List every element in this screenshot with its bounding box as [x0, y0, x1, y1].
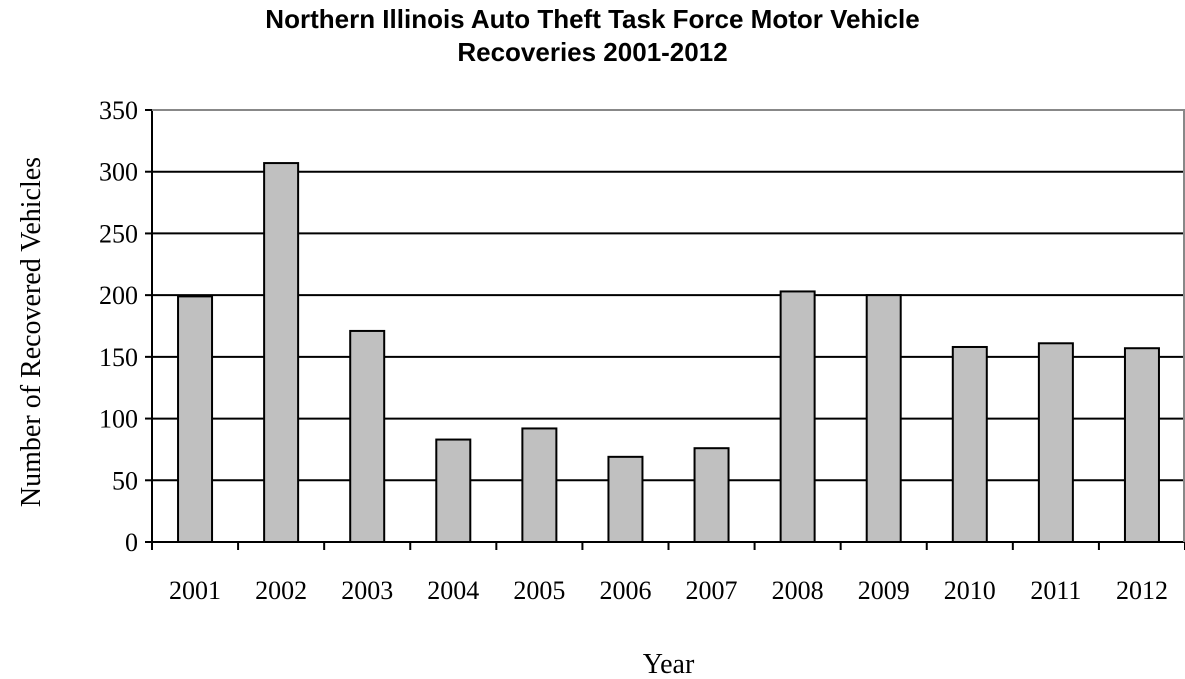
y-tick-label: 50	[112, 466, 138, 495]
bar-2003	[349, 329, 386, 543]
gridlines	[152, 109, 1185, 482]
x-tick-label: 2006	[599, 576, 651, 605]
x-tick-label: 2009	[858, 576, 910, 605]
bar-2005	[521, 427, 558, 543]
y-tick-labels: 0 50 100 150 200 250 300 350	[99, 96, 138, 557]
bar-2010	[951, 345, 988, 543]
y-tick-label: 250	[99, 219, 138, 248]
bar-2008	[779, 290, 816, 543]
axes	[145, 109, 1185, 550]
x-tick-label: 2012	[1116, 576, 1168, 605]
y-tick-label: 300	[99, 158, 138, 187]
x-tick-label: 2011	[1030, 576, 1081, 605]
x-tick-label: 2003	[341, 576, 393, 605]
x-tick-label: 2008	[772, 576, 824, 605]
bar-2006	[607, 455, 644, 543]
bar-2009	[865, 294, 902, 543]
x-axis-title: Year	[643, 649, 695, 679]
x-tick-label: 2002	[255, 576, 307, 605]
x-tick-label: 2001	[169, 576, 221, 605]
bar-2011	[1037, 342, 1074, 543]
x-tick-label: 2010	[944, 576, 996, 605]
x-tick-labels: 2001 2002 2003 2004 2005 2006 2007 2008 2009 2010…	[169, 576, 1168, 605]
y-axis-title: Number of Recovered Vehicles	[16, 157, 47, 507]
x-tick-label: 2005	[513, 576, 565, 605]
bar-2001	[177, 295, 214, 543]
bar-2002	[263, 162, 300, 543]
x-tick-label: 2004	[427, 576, 479, 605]
y-tick-label: 150	[99, 343, 138, 372]
chart-title-line-1: Northern Illinois Auto Theft Task Force …	[265, 4, 920, 34]
y-tick-label: 100	[99, 405, 138, 434]
y-tick-label: 0	[125, 528, 138, 557]
y-tick-label: 350	[99, 96, 138, 125]
chart-title-line-2: Recoveries 2001-2012	[457, 37, 728, 67]
y-tick-label: 200	[99, 281, 138, 310]
x-tick-label: 2007	[686, 576, 738, 605]
bars	[177, 162, 1160, 544]
bar-2007	[693, 447, 730, 543]
chart-title: Northern Illinois Auto Theft Task Force …	[0, 3, 1185, 69]
bar-2004	[435, 438, 472, 544]
bar-2012	[1123, 347, 1160, 543]
